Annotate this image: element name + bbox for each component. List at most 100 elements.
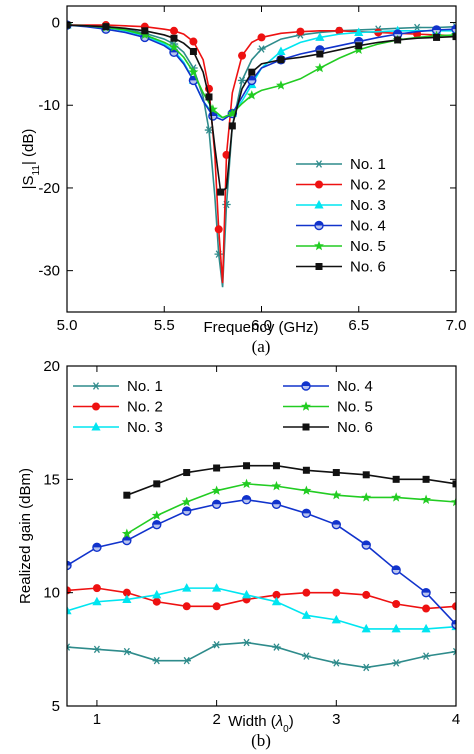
panel-b-series-5-point <box>361 492 372 502</box>
panel-b-series-4-point <box>92 542 102 553</box>
panel-a-frame <box>66 5 457 313</box>
panel-b-series-4-point <box>241 495 252 505</box>
panel-b-frame <box>66 365 457 707</box>
panel-b-series-4-point <box>271 499 282 509</box>
panel-b-series-2-point <box>392 600 401 608</box>
panel-a-legend-label: No. 6 <box>350 259 386 276</box>
panel-a-series-4-point <box>247 75 257 86</box>
panel-b-series-2-point <box>152 597 161 606</box>
panel-a-series-6-point <box>67 21 71 29</box>
panel-a-series-5-point <box>314 62 325 73</box>
panel-a-ylabel-sub: 11 <box>31 165 42 176</box>
panel-a-ylabel: |S11| (dB) <box>20 129 42 190</box>
panel-a-legend-marker <box>314 160 324 168</box>
panel-b-series-2-point <box>362 590 371 599</box>
panel-b-series-4-point <box>451 619 456 630</box>
panel-a-xtick-label: 5.0 <box>57 317 78 334</box>
panel-b-legend-label: No. 5 <box>337 399 373 416</box>
panel-b-series-5-point <box>271 480 282 491</box>
panel-b-series-6-point <box>183 469 191 477</box>
panel-a-series-2-point <box>374 28 383 37</box>
panel-b-ytick-label: 10 <box>43 585 60 602</box>
panel-a-series-6-point <box>102 23 110 31</box>
panel-b-series-1-point <box>391 659 401 667</box>
panel-a-xtick-label: 6.0 <box>251 317 272 334</box>
panel-b-series-6-point <box>213 464 221 472</box>
panel-a-series-5-point <box>227 108 238 118</box>
panel-b-series-1-point <box>332 659 341 667</box>
panel-b-series-5-point <box>181 496 192 507</box>
panel-a-legend-marker <box>315 180 323 189</box>
panel-a-series-6-point <box>433 33 441 41</box>
panel-a-legend: No. 1 No. 2 No. 3 No. 4 No. 5 No. 6 <box>296 156 386 276</box>
panel-b-series-2-point <box>272 590 281 599</box>
panel-b-xlabel: Width (λ0) <box>228 713 293 735</box>
panel-a-series-2-point <box>257 33 266 42</box>
panel-a-series-3-point <box>276 46 286 55</box>
panel-a-series-5-point <box>276 80 286 90</box>
panel-a-series-1 <box>67 21 456 288</box>
panel-a-series-6-line <box>67 24 456 194</box>
panel-a-legend-item-2: No. 2 <box>296 177 386 194</box>
panel-b-series-5-point <box>121 528 132 538</box>
panel-a-series-6-point <box>228 122 236 130</box>
panel-b-legend-label: No. 3 <box>127 419 163 436</box>
panel-b-series-3-point <box>67 605 72 615</box>
panel-b-series-5-point <box>301 485 312 495</box>
panel-b-xtick-label: 3 <box>332 711 340 728</box>
panel-a-series-6-point <box>217 188 225 196</box>
panel-b-series-3-point <box>301 610 311 619</box>
panel-a-label: (a) <box>252 337 271 356</box>
panel-a-series-1-point <box>204 126 214 134</box>
panel-b-xtick-label: 2 <box>212 711 220 728</box>
panel-b-ytick-label: 20 <box>43 358 60 375</box>
panel-b-xlabel-end: ) <box>289 713 294 730</box>
panel-b-xlabel-main: Width ( <box>228 713 276 730</box>
panel-b-series-3-point <box>391 623 401 633</box>
panel-b-series-3-point <box>182 583 192 592</box>
panel-b-legend-item-2: No. 2 <box>73 399 163 416</box>
panel-b-series-1-point <box>152 656 161 665</box>
panel-b-series-1 <box>67 638 456 672</box>
panel-b-series-4-point <box>67 560 72 571</box>
panel-a-xtick-label: 6.5 <box>348 317 369 334</box>
panel-a-series-4-point <box>451 24 456 34</box>
panel-a-legend-item-1: No. 1 <box>296 156 386 173</box>
panel-b-series-2-point <box>92 584 101 593</box>
panel-b-series-3-point <box>92 596 102 606</box>
panel-a-series-6-point <box>355 42 363 50</box>
panel-b-series-2-point <box>332 588 341 597</box>
panel-b-legend-label: No. 2 <box>127 399 163 416</box>
panel-b-series-6-point <box>243 462 251 470</box>
panel-b-series-4-point <box>361 540 371 550</box>
panel-b-legend-marker <box>91 422 101 431</box>
panel-b-series-2-point <box>182 602 191 611</box>
panel-b-series-3-point <box>152 589 162 599</box>
panel-b-series-4-point <box>301 508 312 519</box>
panel-b-series-3-point <box>421 623 431 633</box>
panel-b-legend-item-5: No. 5 <box>283 399 373 416</box>
panel-b-series-5-point <box>331 490 342 500</box>
panel-a-legend-label: No. 4 <box>350 218 386 235</box>
panel-a-legend-item-6: No. 6 <box>296 259 386 276</box>
panel-b-series-6-point <box>302 466 310 474</box>
panel-a-series-6-point <box>189 47 197 55</box>
panel-a-ylabel-main: |S <box>20 175 37 189</box>
panel-a-legend-item-3: No. 3 <box>296 197 386 214</box>
panel-a-legend-item-4: No. 4 <box>296 218 386 235</box>
panel-b-legend-marker <box>301 401 311 411</box>
panel-b-legend-label: No. 1 <box>127 378 163 395</box>
panel-b-series-1-point <box>302 652 311 660</box>
panel-b-series-4-point <box>331 519 342 530</box>
panel-b-xtick-label: 1 <box>93 711 101 728</box>
panel-a-ytick-label: -10 <box>38 97 60 114</box>
panel-b-series-3 <box>67 583 456 633</box>
panel-b-series-1-point <box>67 643 72 651</box>
panel-b-label: (b) <box>251 731 271 750</box>
panel-a-legend-marker <box>314 220 324 231</box>
panel-b-series-3-point <box>331 614 341 624</box>
panel-a-ytick-label: -30 <box>38 263 60 280</box>
panel-a-series-2-point <box>222 150 231 159</box>
panel-a-series-5-point <box>188 66 199 77</box>
